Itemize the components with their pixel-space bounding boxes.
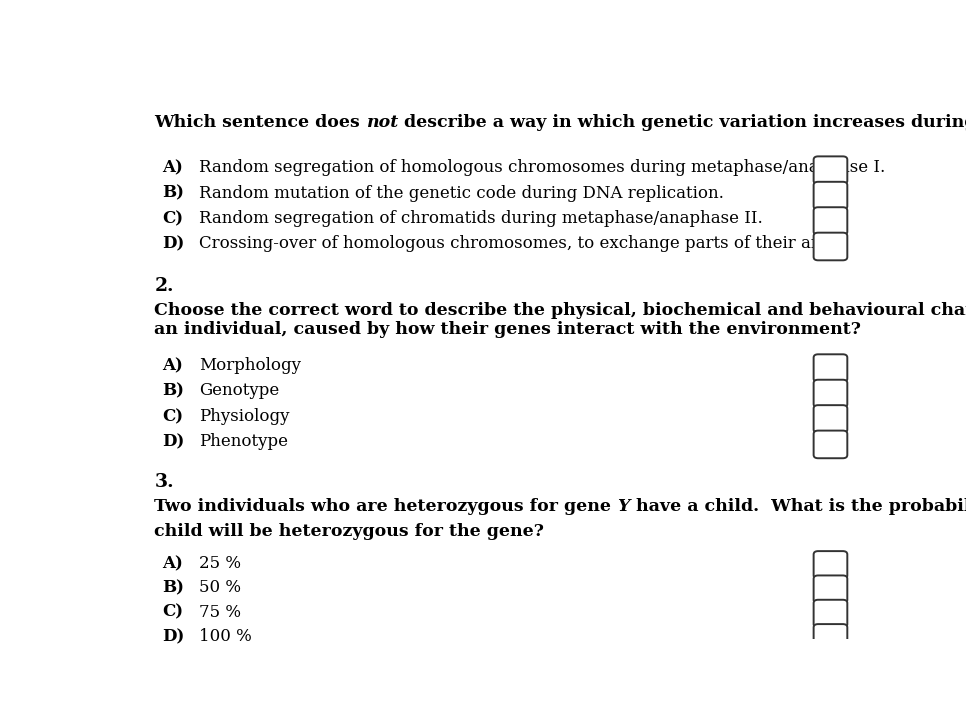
- FancyBboxPatch shape: [813, 405, 847, 433]
- Text: Random segregation of chromatids during metaphase/anaphase II.: Random segregation of chromatids during …: [199, 210, 763, 227]
- Text: D): D): [162, 236, 185, 253]
- Text: Physiology: Physiology: [199, 408, 290, 425]
- FancyBboxPatch shape: [813, 354, 847, 382]
- Text: 3.: 3.: [155, 473, 174, 491]
- FancyBboxPatch shape: [813, 380, 847, 407]
- Text: C): C): [162, 210, 183, 227]
- Text: not: not: [366, 113, 398, 131]
- Text: A): A): [162, 357, 183, 374]
- Text: A): A): [162, 159, 183, 176]
- Text: D): D): [162, 434, 185, 450]
- FancyBboxPatch shape: [813, 551, 847, 579]
- Text: D): D): [162, 628, 185, 645]
- Text: 100 %: 100 %: [199, 628, 252, 645]
- Text: B): B): [162, 383, 184, 399]
- Text: have a child.  What is the probability that their: have a child. What is the probability th…: [630, 498, 966, 515]
- Text: describe a way in which genetic variation increases during meiosis?: describe a way in which genetic variatio…: [398, 113, 966, 131]
- Text: B): B): [162, 185, 184, 202]
- Text: 50 %: 50 %: [199, 579, 242, 597]
- Text: Random segregation of homologous chromosomes during metaphase/anaphase I.: Random segregation of homologous chromos…: [199, 159, 886, 176]
- FancyBboxPatch shape: [813, 431, 847, 458]
- Text: 25 %: 25 %: [199, 555, 242, 572]
- FancyBboxPatch shape: [813, 182, 847, 210]
- Text: A): A): [162, 555, 183, 572]
- Text: C): C): [162, 408, 183, 425]
- Text: Which sentence does: Which sentence does: [155, 113, 366, 131]
- Text: Morphology: Morphology: [199, 357, 301, 374]
- Text: Crossing-over of homologous chromosomes, to exchange parts of their arms.: Crossing-over of homologous chromosomes,…: [199, 236, 849, 253]
- FancyBboxPatch shape: [813, 575, 847, 603]
- Text: Two individuals who are heterozygous for gene: Two individuals who are heterozygous for…: [155, 498, 617, 515]
- Text: 75 %: 75 %: [199, 604, 242, 620]
- Text: Phenotype: Phenotype: [199, 434, 289, 450]
- Text: C): C): [162, 604, 183, 620]
- Text: child will be heterozygous for the gene?: child will be heterozygous for the gene?: [155, 523, 544, 540]
- Text: Choose the correct word to describe the physical, biochemical and behavioural ch: Choose the correct word to describe the …: [155, 302, 966, 338]
- FancyBboxPatch shape: [813, 208, 847, 235]
- FancyBboxPatch shape: [813, 600, 847, 628]
- FancyBboxPatch shape: [813, 233, 847, 261]
- Text: Random mutation of the genetic code during DNA replication.: Random mutation of the genetic code duri…: [199, 185, 724, 202]
- Text: B): B): [162, 579, 184, 597]
- Text: 2.: 2.: [155, 277, 174, 295]
- FancyBboxPatch shape: [813, 624, 847, 652]
- Text: Y: Y: [617, 498, 630, 515]
- Text: Genotype: Genotype: [199, 383, 279, 399]
- FancyBboxPatch shape: [813, 157, 847, 184]
